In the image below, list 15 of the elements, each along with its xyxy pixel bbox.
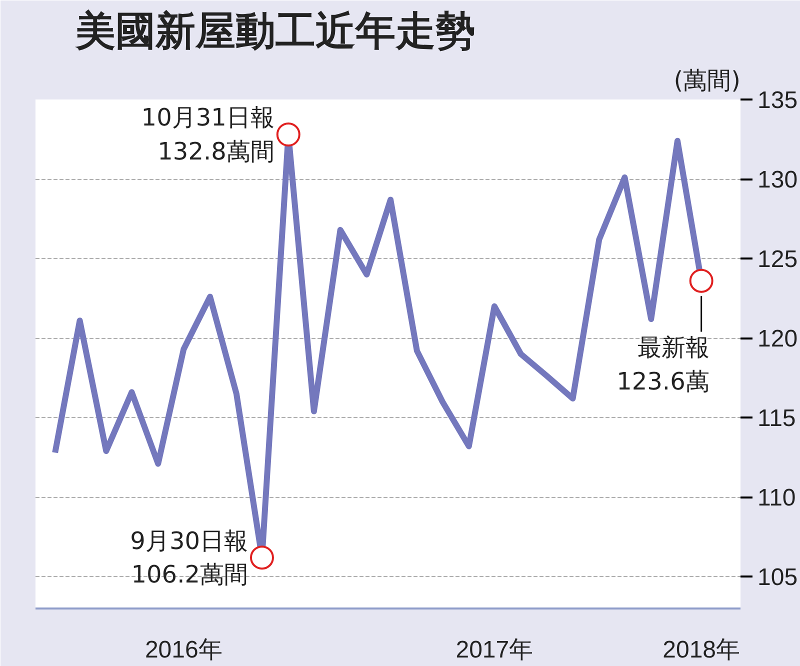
annotation: 10月31日報 132.8萬間: [141, 104, 274, 166]
x-tick-label: 2016年: [144, 636, 222, 664]
y-axis-title: (萬間): [674, 66, 741, 94]
y-tick-label: 115: [758, 405, 796, 432]
annotation: 最新報 123.6萬: [616, 334, 710, 396]
y-tick-label: 135: [758, 87, 798, 114]
x-tick-label: 2017年: [456, 636, 534, 664]
y-tick-label: 130: [758, 166, 798, 194]
y-tick-label: 105: [758, 564, 798, 592]
chart-title: 美國新屋動工近年走勢: [74, 8, 476, 54]
annotation: 9月30日報 106.2萬間: [130, 526, 248, 588]
y-tick-label: 125: [758, 246, 798, 274]
x-tick-label: 2018年: [662, 636, 740, 664]
y-tick-label: 110: [758, 484, 796, 512]
y-tick-label: 120: [758, 326, 798, 353]
